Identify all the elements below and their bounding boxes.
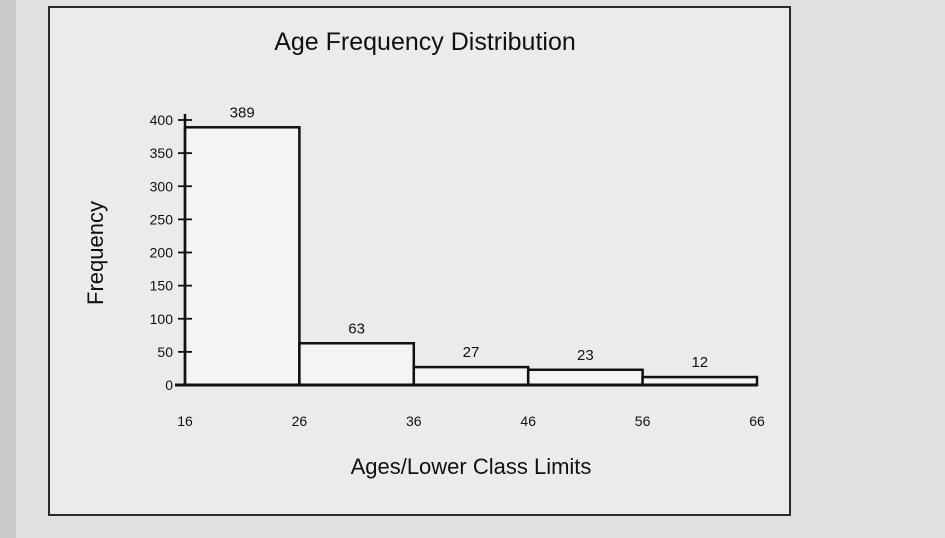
y-tick-label-250: 250 bbox=[150, 211, 174, 227]
y-tick-label-150: 150 bbox=[150, 278, 174, 294]
x-tick-label-66: 66 bbox=[749, 413, 765, 429]
y-tick-label-100: 100 bbox=[150, 311, 174, 327]
x-tick-label-16: 16 bbox=[177, 413, 193, 429]
bar-26 bbox=[298, 342, 416, 387]
y-tick-label-200: 200 bbox=[150, 245, 174, 261]
bar-36 bbox=[412, 365, 530, 387]
chart-panel bbox=[48, 6, 791, 516]
y-tick-label-300: 300 bbox=[150, 178, 174, 194]
data-label-26: 63 bbox=[348, 320, 365, 337]
data-label-16: 389 bbox=[230, 104, 255, 121]
x-tick-label-56: 56 bbox=[635, 413, 651, 429]
y-axis-label: Frequency bbox=[83, 201, 108, 305]
screen-edge bbox=[0, 0, 16, 538]
bar-46 bbox=[526, 368, 644, 387]
y-tick-label-50: 50 bbox=[157, 344, 173, 360]
bar-16 bbox=[183, 126, 301, 387]
x-tick-label-36: 36 bbox=[406, 413, 422, 429]
data-label-46: 23 bbox=[577, 347, 594, 364]
data-label-36: 27 bbox=[463, 344, 480, 361]
y-tick-label-400: 400 bbox=[150, 112, 174, 128]
y-axis: 0 50 100 150 200 250 300 350 400 bbox=[150, 112, 192, 393]
y-tick-label-350: 350 bbox=[150, 145, 174, 161]
y-tick-label-0: 0 bbox=[165, 377, 173, 393]
data-label-56: 12 bbox=[691, 354, 708, 371]
chart-title: Age Frequency Distribution bbox=[274, 28, 576, 56]
x-tick-label-46: 46 bbox=[520, 413, 536, 429]
data-labels-group: 389 63 27 23 12 bbox=[230, 104, 708, 371]
x-tick-label-26: 26 bbox=[292, 413, 308, 429]
x-axis: 16 26 36 46 56 66 bbox=[175, 383, 765, 429]
x-axis-label: Ages/Lower Class Limits bbox=[351, 454, 592, 479]
